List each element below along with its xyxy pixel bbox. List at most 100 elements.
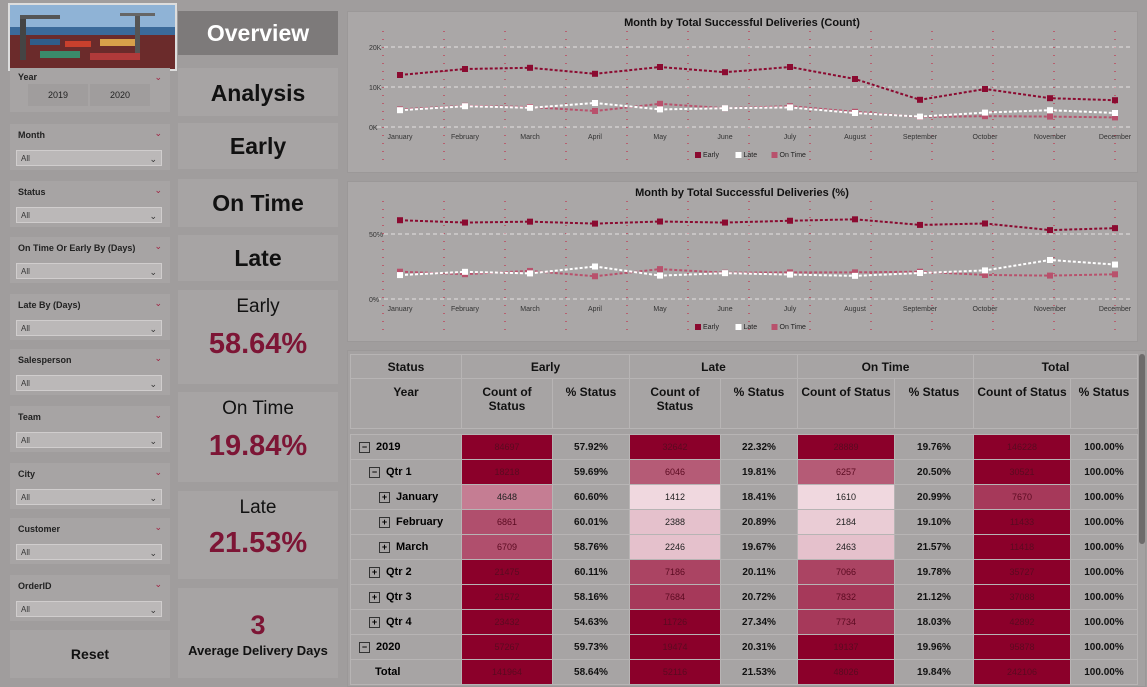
data-point[interactable]: [1047, 257, 1053, 263]
data-point[interactable]: [657, 106, 663, 113]
data-point[interactable]: [592, 273, 598, 280]
data-point[interactable]: [1112, 271, 1118, 278]
data-point[interactable]: [982, 220, 988, 227]
team-dropdown[interactable]: All ⌄: [16, 432, 162, 448]
data-point[interactable]: [787, 271, 793, 278]
chevron-down-icon[interactable]: ⌄: [154, 72, 162, 82]
data-point[interactable]: [1047, 272, 1053, 279]
expand-icon[interactable]: +: [379, 491, 390, 503]
matrix-sub-pct[interactable]: % Status: [552, 378, 630, 429]
data-point[interactable]: [982, 267, 988, 274]
matrix-row-label[interactable]: −2019: [350, 434, 462, 460]
data-point[interactable]: [592, 108, 598, 114]
matrix-sub-pct[interactable]: % Status: [894, 378, 974, 429]
data-point[interactable]: [592, 263, 598, 270]
matrix-row-label[interactable]: + January: [350, 484, 462, 510]
matrix-row-label[interactable]: + Qtr 4: [350, 609, 462, 635]
chevron-down-icon[interactable]: ⌄: [154, 353, 162, 363]
matrix-sub-count[interactable]: Count of Status: [973, 378, 1071, 429]
data-point[interactable]: [1112, 114, 1118, 121]
data-point[interactable]: [657, 64, 663, 70]
data-point[interactable]: [527, 64, 533, 71]
data-point[interactable]: [462, 103, 468, 110]
matrix-sub-pct[interactable]: % Status: [1070, 378, 1138, 429]
data-point[interactable]: [1047, 95, 1053, 102]
nav-overview-button[interactable]: Overview: [178, 11, 338, 55]
collapse-icon[interactable]: −: [369, 466, 380, 478]
data-point[interactable]: [982, 109, 988, 116]
data-point[interactable]: [397, 272, 403, 279]
expand-icon[interactable]: +: [379, 541, 390, 553]
expand-icon[interactable]: +: [369, 566, 380, 578]
data-point[interactable]: [462, 219, 468, 226]
expand-icon[interactable]: +: [379, 516, 390, 528]
data-point[interactable]: [787, 104, 793, 111]
data-point[interactable]: [462, 66, 468, 72]
data-point[interactable]: [852, 272, 858, 279]
data-point[interactable]: [657, 100, 663, 107]
data-point[interactable]: [592, 220, 598, 227]
matrix-row-label[interactable]: + February: [350, 509, 462, 535]
data-point[interactable]: [917, 96, 923, 103]
data-point[interactable]: [1112, 110, 1118, 116]
data-point[interactable]: [1047, 113, 1053, 120]
data-point[interactable]: [1047, 107, 1053, 114]
data-point[interactable]: [397, 268, 403, 275]
on-time-or-early-dropdown[interactable]: All ⌄: [16, 263, 162, 279]
data-point[interactable]: [852, 110, 858, 116]
matrix-header-on-time[interactable]: On Time: [797, 354, 974, 379]
chevron-down-icon[interactable]: ⌄: [154, 579, 162, 589]
chevron-down-icon[interactable]: ⌄: [154, 467, 162, 477]
nav-early-button[interactable]: Early: [178, 123, 338, 169]
matrix-row-label[interactable]: + Qtr 3: [350, 584, 462, 610]
status-dropdown[interactable]: All ⌄: [16, 207, 162, 223]
matrix-sub-count[interactable]: Count of Status: [461, 378, 553, 429]
data-point[interactable]: [722, 105, 728, 112]
data-point[interactable]: [917, 113, 923, 120]
data-point[interactable]: [657, 266, 663, 273]
data-point[interactable]: [982, 86, 988, 92]
chevron-down-icon[interactable]: ⌄: [154, 298, 162, 308]
data-point[interactable]: [1112, 225, 1118, 232]
matrix-sub-count[interactable]: Count of Status: [629, 378, 721, 429]
matrix-row-label[interactable]: − Qtr 1: [350, 459, 462, 485]
customer-dropdown[interactable]: All ⌄: [16, 544, 162, 560]
matrix-row-label[interactable]: Total: [350, 659, 462, 685]
month-dropdown[interactable]: All ⌄: [16, 150, 162, 166]
data-point[interactable]: [527, 104, 533, 111]
data-point[interactable]: [722, 219, 728, 226]
matrix-header-late[interactable]: Late: [629, 354, 798, 379]
legend-label[interactable]: Early: [703, 152, 719, 159]
matrix-row-label[interactable]: + March: [350, 534, 462, 560]
legend-label[interactable]: On Time: [780, 324, 807, 331]
data-point[interactable]: [657, 272, 663, 279]
chevron-down-icon[interactable]: ⌄: [154, 410, 162, 420]
matrix-header-year[interactable]: Year: [350, 378, 462, 429]
expand-icon[interactable]: +: [369, 591, 380, 603]
nav-analysis-button[interactable]: Analysis: [178, 68, 338, 116]
legend-label[interactable]: Late: [744, 324, 758, 331]
year-2020-button[interactable]: 2020: [90, 84, 150, 106]
data-point[interactable]: [982, 271, 988, 278]
city-dropdown[interactable]: All ⌄: [16, 489, 162, 505]
data-point[interactable]: [1112, 97, 1118, 104]
data-point[interactable]: [397, 107, 403, 114]
data-point[interactable]: [397, 217, 403, 224]
chevron-down-icon[interactable]: ⌄: [154, 241, 162, 251]
data-point[interactable]: [592, 70, 598, 77]
data-point[interactable]: [1047, 227, 1053, 234]
data-point[interactable]: [462, 268, 468, 275]
year-2019-button[interactable]: 2019: [28, 84, 88, 106]
chevron-down-icon[interactable]: ⌄: [154, 522, 162, 532]
matrix-row-label[interactable]: −2020: [350, 634, 462, 660]
data-point[interactable]: [397, 72, 403, 78]
nav-on-time-button[interactable]: On Time: [178, 179, 338, 227]
data-point[interactable]: [917, 221, 923, 228]
legend-label[interactable]: On Time: [780, 152, 807, 159]
nav-late-button[interactable]: Late: [178, 235, 338, 281]
data-point[interactable]: [722, 270, 728, 277]
data-point[interactable]: [917, 270, 923, 276]
reset-button[interactable]: Reset: [10, 630, 170, 678]
data-point[interactable]: [657, 218, 663, 225]
matrix-row-label[interactable]: + Qtr 2: [350, 559, 462, 585]
